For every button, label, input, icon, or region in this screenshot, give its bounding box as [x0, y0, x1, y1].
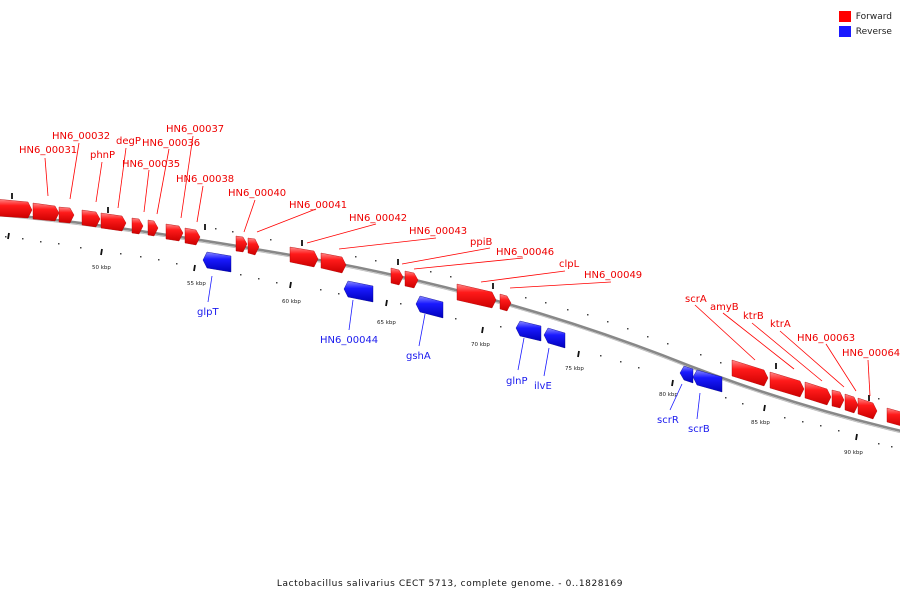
gene-label: scrA	[685, 294, 707, 305]
gene-label: HN6_00037	[166, 124, 224, 135]
gene-scrA[interactable]	[731, 359, 769, 387]
gene-hn6-00038[interactable]	[165, 223, 184, 242]
gene-label: ktrA	[770, 319, 791, 330]
gene-label: ilvE	[534, 381, 552, 392]
gene-label: HN6_00042	[349, 213, 407, 224]
gene-ilvE[interactable]	[543, 327, 566, 349]
gene-hn6-00043[interactable]	[320, 252, 347, 274]
scale-label: 75 kbp	[565, 366, 584, 372]
gene-hn6-00064[interactable]	[857, 397, 878, 420]
gene-phnP[interactable]	[58, 206, 75, 224]
gene-ktrB[interactable]	[804, 381, 832, 406]
reverse-labels: glpT HN6_00044 gshA glnP ilvE scrR scrB	[197, 307, 710, 435]
gene-hn6-00044[interactable]	[343, 280, 374, 303]
gene-hn6-00063[interactable]	[844, 393, 859, 414]
gene-label: glnP	[506, 376, 528, 387]
gene-label: HN6_00041	[289, 200, 347, 211]
gene-label: HN6_00040	[228, 188, 286, 199]
forward-leader-lines	[44, 135, 871, 397]
gene-hn6-00046[interactable]	[404, 270, 419, 289]
gene-degP[interactable]	[81, 209, 101, 228]
scale-labels: 50 kbp 55 kbp 60 kbp 65 kbp 70 kbp 75 kb…	[92, 265, 863, 456]
gene-label: amyB	[710, 302, 739, 313]
gene-hn6-00041[interactable]	[247, 237, 260, 256]
legend: Forward Reverse	[838, 9, 892, 39]
gene-label: scrB	[688, 424, 710, 435]
legend-label: Reverse	[855, 26, 892, 37]
gene-label: glpT	[197, 307, 219, 318]
gene-hn6-00042[interactable]	[289, 246, 319, 268]
gene-label: HN6_00043	[409, 226, 467, 237]
gene-label: scrR	[657, 415, 679, 426]
gene-label: HN6_00036	[142, 138, 200, 149]
gene-label: HN6_00035	[122, 159, 180, 170]
gene-hn6-00035[interactable]	[100, 212, 127, 232]
gene-hn6-00032[interactable]	[32, 202, 60, 222]
scale-label: 50 kbp	[92, 265, 111, 271]
gene-label: HN6_00046	[496, 247, 554, 258]
gene-label: clpL	[559, 259, 580, 270]
gene-label: ppiB	[470, 237, 492, 248]
scale-label: 90 kbp	[844, 450, 863, 456]
gene-label: HN6_00044	[320, 335, 378, 346]
scale-label: 80 kbp	[659, 392, 678, 398]
scale-label: 85 kbp	[751, 420, 770, 426]
reverse-swatch	[838, 26, 851, 37]
gene-label: phnP	[90, 150, 115, 161]
gene-scrB[interactable]	[692, 369, 723, 393]
gene-scrR[interactable]	[679, 365, 694, 384]
gene-label: ktrB	[743, 311, 764, 322]
major-ticks	[7, 193, 870, 441]
scale-label: 55 kbp	[187, 281, 206, 287]
scale-label: 65 kbp	[377, 320, 396, 326]
gene-gshA[interactable]	[415, 295, 444, 319]
forward-genes	[0, 199, 900, 427]
gene-label: HN6_00049	[584, 270, 642, 281]
genome-backbone	[0, 212, 900, 433]
gene-label: HN6_00064	[842, 348, 900, 359]
forward-labels: HN6_00031 HN6_00032 phnP degP HN6_00035 …	[19, 124, 900, 359]
gene-label: degP	[116, 136, 141, 147]
scale-label: 70 kbp	[471, 342, 490, 348]
legend-label: Forward	[855, 11, 892, 22]
reverse-genes	[202, 251, 723, 393]
gene-hn6-00038b[interactable]	[184, 227, 201, 246]
gene-ppiB[interactable]	[390, 267, 404, 286]
gene-hn6-00049[interactable]	[499, 293, 512, 312]
scale-label: 60 kbp	[282, 299, 301, 305]
gene-hn6-00037[interactable]	[147, 219, 159, 237]
gene-label: HN6_00038	[176, 174, 234, 185]
gene-label: HN6_00031	[19, 145, 77, 156]
legend-forward: Forward	[838, 9, 892, 24]
legend-reverse: Reverse	[838, 24, 892, 39]
gene-hn6-00031[interactable]	[0, 199, 33, 219]
genome-caption: Lactobacillus salivarius CECT 5713, comp…	[276, 579, 624, 589]
gene-glnP[interactable]	[515, 320, 542, 342]
minor-ticks	[5, 228, 893, 448]
gene-label: gshA	[406, 351, 431, 362]
reverse-leader-lines	[207, 275, 701, 420]
gene-amyB[interactable]	[769, 371, 805, 398]
gene-hn6-00040[interactable]	[235, 235, 248, 253]
forward-swatch	[838, 11, 851, 22]
gene-clpL[interactable]	[456, 283, 497, 309]
gene-label: HN6_00063	[797, 333, 855, 344]
gene-offscreen[interactable]	[886, 407, 900, 427]
gene-glpT[interactable]	[202, 251, 232, 273]
gene-hn6-00036[interactable]	[131, 217, 144, 235]
gene-ktrA[interactable]	[831, 389, 845, 409]
gene-label: HN6_00032	[52, 131, 110, 142]
